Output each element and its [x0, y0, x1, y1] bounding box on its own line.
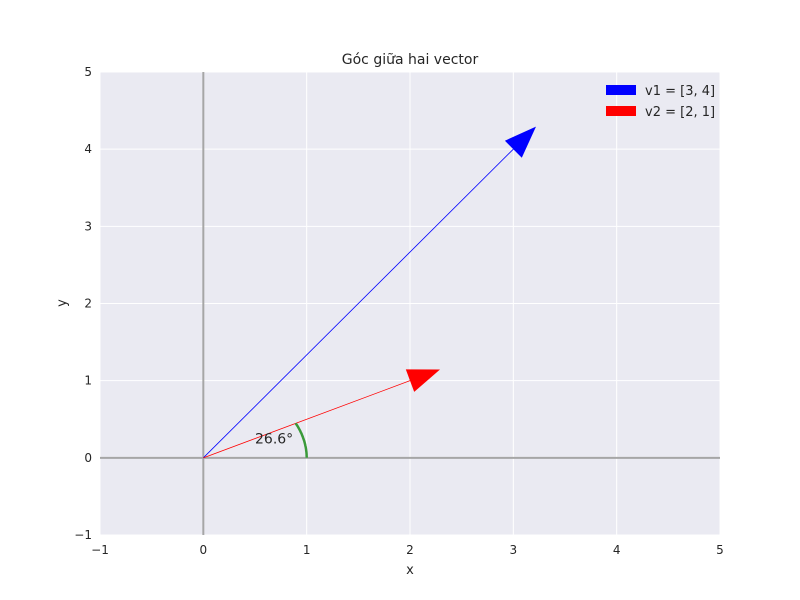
legend: v1 = [3, 4] v2 = [2, 1] — [606, 84, 715, 120]
angle-label: 26.6° — [255, 432, 293, 448]
vector-shaft-2 — [203, 380, 411, 459]
y-tick-label: 4 — [84, 142, 92, 156]
y-tick-label: 2 — [84, 297, 92, 311]
y-tick-label: 1 — [84, 374, 92, 388]
x-tick-label: −1 — [91, 543, 109, 557]
x-tick-label: 4 — [613, 543, 621, 557]
y-axis-label: y — [55, 299, 70, 307]
x-tick-label: 3 — [510, 543, 518, 557]
y-tick-label: 3 — [84, 219, 92, 233]
x-tick-label: 2 — [406, 543, 414, 557]
x-tick-labels: −1 0 1 2 3 4 5 — [91, 543, 724, 557]
x-tick-label: 1 — [303, 543, 311, 557]
legend-label-2: v2 = [2, 1] — [645, 105, 715, 120]
x-tick-label: 0 — [200, 543, 208, 557]
y-tick-label: 5 — [84, 65, 92, 79]
angle-arc — [294, 422, 308, 458]
angle-marker: 26.6° — [255, 422, 308, 458]
y-tick-label: 0 — [84, 451, 92, 465]
legend-swatch-1 — [606, 85, 636, 95]
x-tick-label: 5 — [716, 543, 724, 557]
vector-shaft-1 — [203, 148, 514, 459]
x-axis-label: x — [406, 563, 414, 578]
legend-swatch-2 — [606, 106, 636, 116]
y-tick-labels: −1 0 1 2 3 4 5 — [74, 65, 92, 542]
legend-label-1: v1 = [3, 4] — [645, 84, 715, 99]
vector-arrowhead-1 — [504, 126, 536, 158]
vector-arrowhead-2 — [405, 369, 440, 392]
vectors — [203, 126, 536, 459]
y-tick-label: −1 — [74, 528, 92, 542]
chart-title: Góc giữa hai vector — [342, 52, 479, 68]
